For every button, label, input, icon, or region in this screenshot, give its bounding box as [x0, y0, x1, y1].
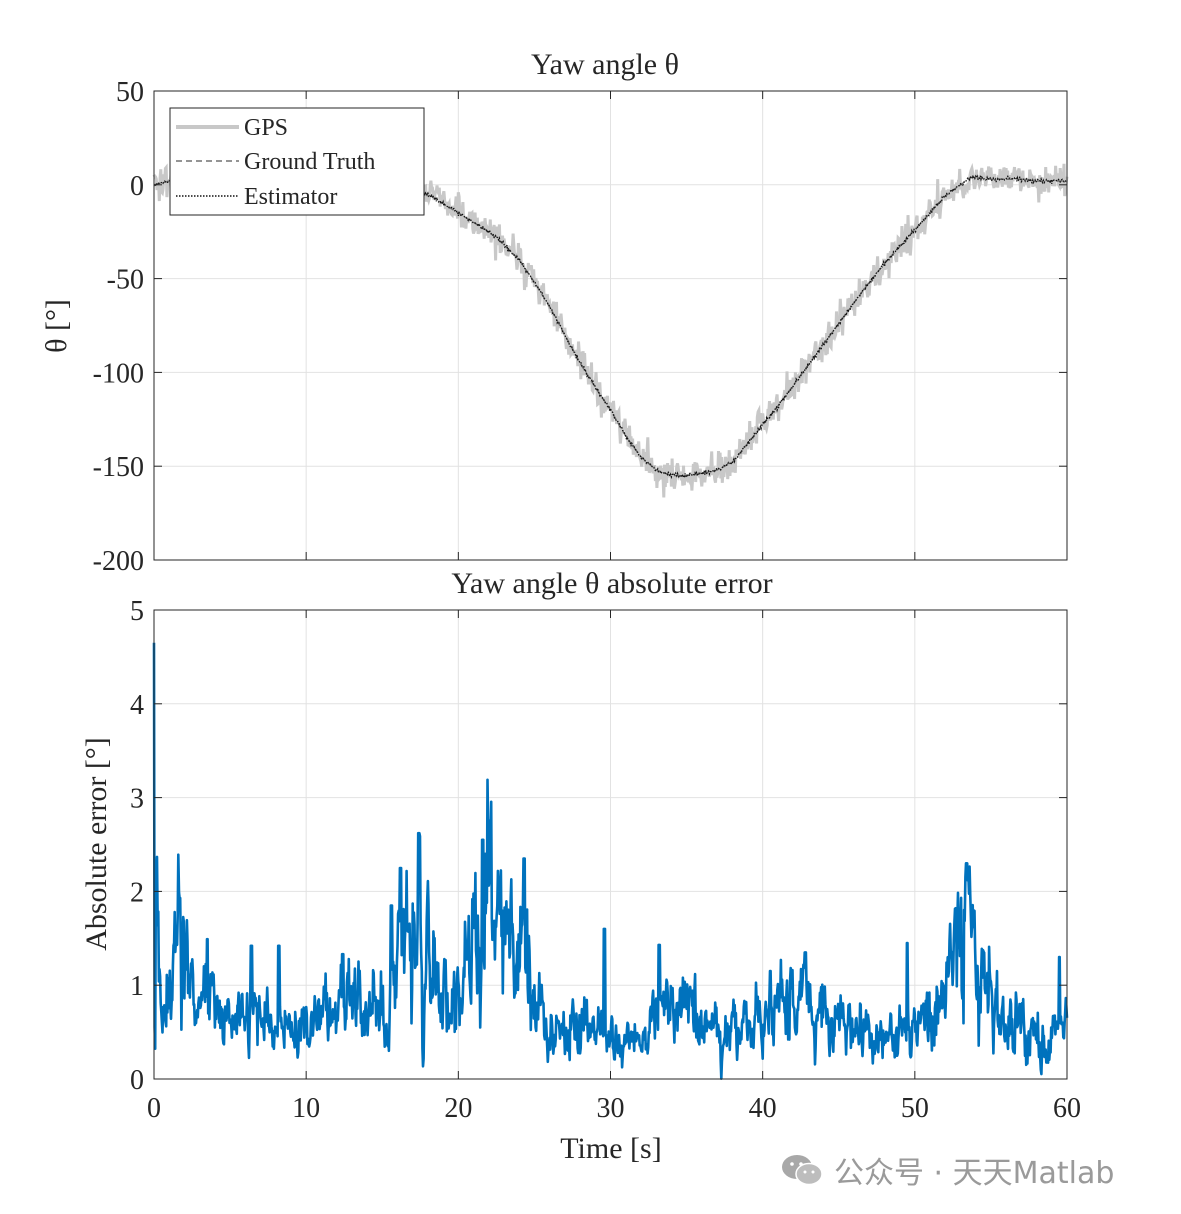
absolute-error-series — [152, 642, 1069, 1080]
yaw-angle-title: Yaw angle θ — [531, 48, 679, 81]
yaw-ytick-label-0: 0 — [130, 171, 144, 202]
watermark-text: 公众号 · 天天Matlab — [834, 1156, 1115, 1191]
err-xtick-label-40: 40 — [749, 1093, 777, 1124]
err-xtick-label-20: 20 — [444, 1093, 472, 1124]
watermark: 公众号 · 天天Matlab — [780, 1148, 1114, 1192]
wechat-icon — [782, 1155, 823, 1186]
err-xtick-label-50: 50 — [901, 1093, 929, 1124]
absolute-error-axes: 0 10 20 30 40 50 60 0 1 2 3 4 5 Yaw angle θ absolute… — [80, 567, 1081, 1165]
err-xtick-label-30: 30 — [597, 1093, 625, 1124]
yaw-ytick-label--50: -50 — [107, 265, 144, 296]
yaw-ytick-label--150: -150 — [93, 452, 144, 483]
err-ytick-label-3: 3 — [130, 784, 144, 815]
legend: GPS Ground Truth Estimator — [169, 107, 425, 216]
yaw-ytick-label-50: 50 — [116, 77, 144, 108]
err-ytick-label-5: 5 — [130, 596, 144, 627]
err-xtick-label-10: 10 — [292, 1093, 320, 1124]
legend-estimator-label: Estimator — [244, 184, 337, 210]
yaw-ytick-label--200: -200 — [93, 546, 144, 577]
absolute-error-ylabel: Absolute error [°] — [80, 737, 113, 951]
time-xlabel: Time [s] — [560, 1132, 661, 1165]
err-ytick-label-0: 0 — [130, 1065, 144, 1096]
err-xtick-label-60: 60 — [1053, 1093, 1081, 1124]
absolute-error-series-line — [152, 642, 1069, 1080]
legend-ground-truth-label: Ground Truth — [244, 149, 375, 175]
yaw-angle-ylabel: θ [°] — [40, 299, 73, 353]
absolute-error-title: Yaw angle θ absolute error — [451, 567, 772, 600]
absolute-error-ticks: 0 10 20 30 40 50 60 0 1 2 3 4 5 — [130, 596, 1081, 1124]
yaw-angle-axes: 50 0 -50 -100 -150 -200 Yaw angle θ θ [°] GPS… — [40, 48, 1069, 577]
legend-gps-label: GPS — [244, 115, 288, 141]
err-ytick-label-1: 1 — [130, 971, 144, 1002]
yaw-ytick-label--100: -100 — [93, 358, 144, 389]
err-ytick-label-4: 4 — [130, 690, 144, 721]
err-xtick-label-0: 0 — [147, 1093, 161, 1124]
yaw-angle-ticks: 50 0 -50 -100 -150 -200 — [93, 77, 1068, 577]
err-ytick-label-2: 2 — [130, 877, 144, 908]
